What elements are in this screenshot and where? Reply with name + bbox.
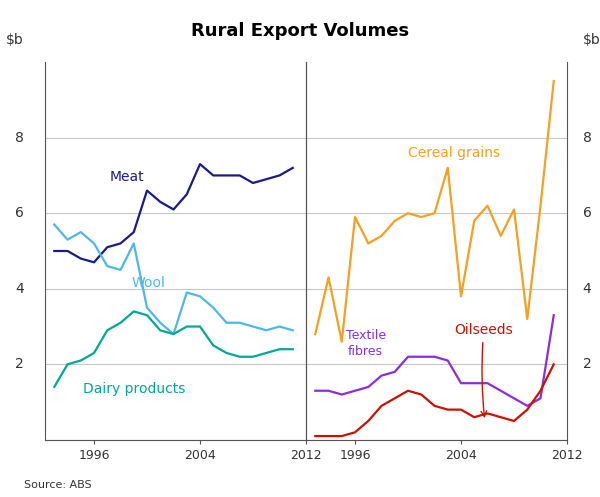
- Text: 4: 4: [583, 282, 592, 296]
- Text: Oilseeds: Oilseeds: [454, 323, 513, 416]
- Text: 8: 8: [15, 131, 24, 145]
- Text: 6: 6: [15, 206, 24, 220]
- Text: Source: ABS: Source: ABS: [24, 480, 92, 490]
- Text: Cereal grains: Cereal grains: [408, 146, 500, 160]
- Text: 2: 2: [583, 357, 592, 371]
- Text: $b: $b: [7, 33, 24, 47]
- Text: Rural Export Volumes: Rural Export Volumes: [191, 22, 409, 40]
- Text: 8: 8: [583, 131, 592, 145]
- Text: Dairy products: Dairy products: [83, 382, 186, 396]
- Text: Meat: Meat: [110, 170, 145, 184]
- Text: 6: 6: [583, 206, 592, 220]
- Text: Wool: Wool: [131, 276, 165, 290]
- Text: 4: 4: [16, 282, 24, 296]
- Text: $b: $b: [583, 33, 600, 47]
- Text: Textile
fibres: Textile fibres: [346, 329, 386, 358]
- Text: 2: 2: [16, 357, 24, 371]
